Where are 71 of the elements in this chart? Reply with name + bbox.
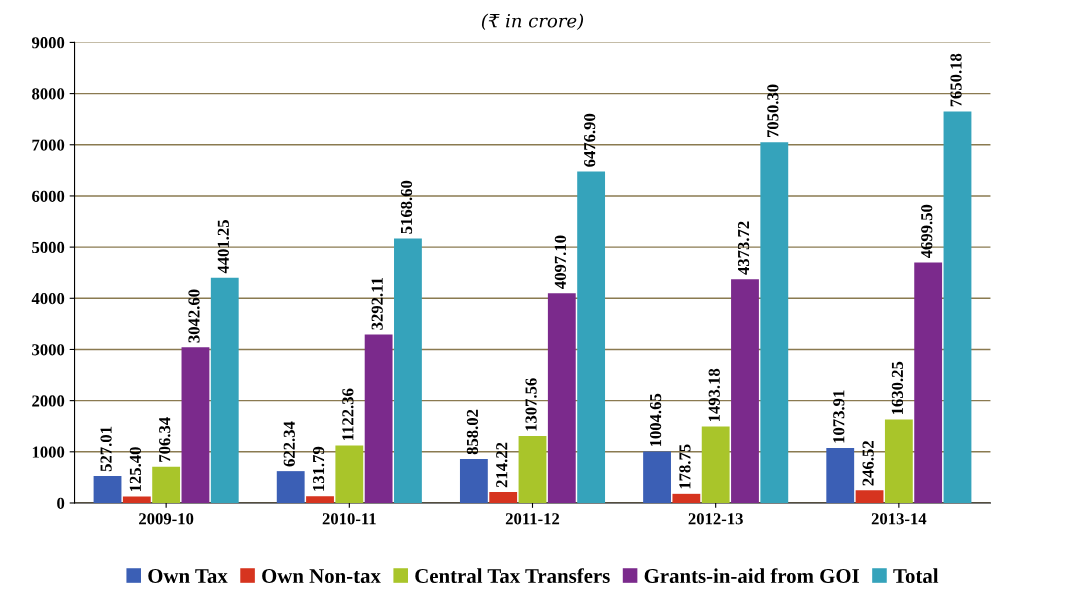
y-tick-label: 6000 — [32, 190, 65, 202]
data-label: 1122.36 — [342, 388, 354, 441]
bar — [701, 426, 730, 503]
data-label: 4401.25 — [217, 220, 229, 274]
bar — [914, 262, 943, 503]
data-label: 4097.10 — [554, 235, 567, 289]
data-label: 1307.56 — [525, 378, 537, 431]
bar — [276, 471, 305, 503]
x-tick-label: 2009-10 — [139, 513, 194, 525]
bar — [760, 142, 789, 503]
data-label: 858.02 — [466, 409, 479, 455]
bar — [306, 496, 334, 503]
data-label: 1073.91 — [833, 390, 845, 443]
y-tick-label: 3000 — [32, 344, 65, 356]
data-label: 3292.11 — [371, 277, 383, 330]
bar — [181, 347, 210, 503]
bar — [93, 476, 122, 503]
legend-label: Total — [893, 568, 939, 584]
bar — [577, 171, 606, 503]
data-label: 7050.30 — [767, 84, 779, 138]
y-tick-label: 5000 — [32, 241, 65, 254]
chart-subtitle: (₹ in crore) — [481, 13, 584, 31]
bar — [855, 490, 884, 503]
data-label: 4373.72 — [737, 221, 750, 275]
bar — [335, 445, 364, 503]
data-label: 246.52 — [862, 441, 874, 486]
bar — [547, 293, 576, 503]
data-label: 125.40 — [129, 447, 142, 492]
data-label: 7650.18 — [950, 53, 962, 107]
x-tick-label: 2011-12 — [505, 513, 560, 525]
y-tick-label: 2000 — [32, 395, 65, 407]
data-label: 622.34 — [283, 421, 295, 467]
data-label: 1630.25 — [891, 361, 904, 415]
y-tick-label: 7000 — [32, 139, 65, 151]
data-label: 527.01 — [100, 426, 112, 472]
y-tick-label: 8000 — [32, 88, 65, 100]
x-tick-label: 2010-11 — [322, 513, 376, 525]
data-label: 5168.60 — [400, 180, 413, 234]
data-label: 4699.50 — [921, 204, 933, 259]
data-label: 214.22 — [496, 442, 508, 488]
bar — [210, 277, 239, 503]
legend-label: Grants-in-aid from GOI — [644, 568, 859, 584]
bar — [826, 448, 855, 503]
y-tick-label: 9000 — [31, 37, 65, 49]
bar — [731, 279, 759, 503]
x-tick-label: 2013-14 — [871, 513, 927, 525]
x-tick-label: 2012-13 — [688, 513, 743, 525]
bar — [364, 334, 393, 503]
data-label: 3042.60 — [188, 289, 200, 343]
y-tick-label: 4000 — [31, 292, 65, 305]
bar — [884, 419, 913, 503]
bar — [672, 493, 701, 503]
bar — [943, 111, 972, 503]
bar — [459, 459, 488, 503]
bar — [518, 436, 547, 503]
y-tick-label: 1000 — [32, 446, 65, 458]
data-label: 131.79 — [312, 446, 325, 491]
bar — [394, 238, 422, 503]
legend-label: Central Tax Transfers — [415, 568, 610, 584]
data-label: 178.75 — [679, 444, 691, 489]
data-label: 6476.90 — [584, 113, 596, 167]
legend-label: Own Tax — [148, 569, 228, 584]
bar — [152, 466, 181, 503]
bar — [122, 496, 151, 503]
legend-label: Own Non-tax — [262, 569, 381, 584]
data-label: 706.34 — [159, 417, 171, 462]
data-label: 1004.65 — [649, 393, 662, 447]
bar — [643, 451, 671, 503]
bar — [489, 492, 518, 503]
y-tick-label: 0 — [57, 497, 65, 509]
data-label: 1493.18 — [708, 368, 720, 422]
